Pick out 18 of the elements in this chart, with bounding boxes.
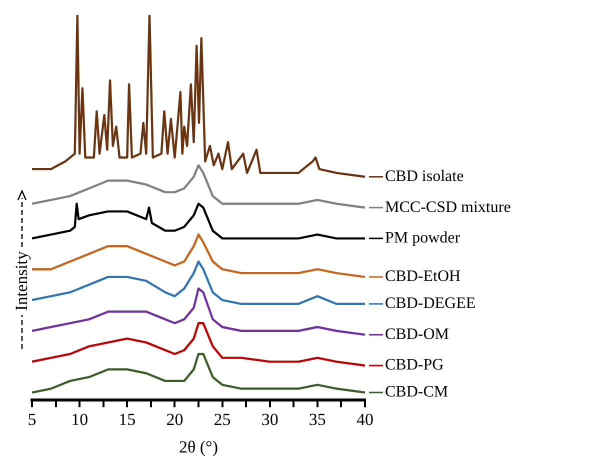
x-tick-label: 20 [166, 410, 184, 429]
x-tick-label: 40 [356, 410, 374, 429]
legend-label: CBD-OM [385, 326, 450, 343]
x-tick-label: 15 [118, 410, 136, 429]
legend-label: CBD-EtOH [385, 268, 461, 286]
y-axis-title: Intensity [12, 251, 32, 311]
legend-label: PM powder [385, 230, 461, 247]
legend-label: CBD isolate [385, 168, 464, 185]
x-tick-label: 30 [261, 410, 278, 429]
legend-label: CBD-DEGEE [385, 295, 476, 312]
x-tick-label: 5 [28, 410, 36, 429]
x-tick-label: 35 [308, 410, 326, 429]
x-axis-title: 2θ (°) [178, 437, 218, 456]
legend-label: CBD-CM [385, 384, 448, 401]
legend-label: CBD-PG [385, 356, 444, 374]
legend-label: MCC-CSD mixture [385, 198, 511, 216]
x-tick-label: 25 [214, 410, 231, 429]
x-tick-label: 10 [71, 410, 88, 429]
